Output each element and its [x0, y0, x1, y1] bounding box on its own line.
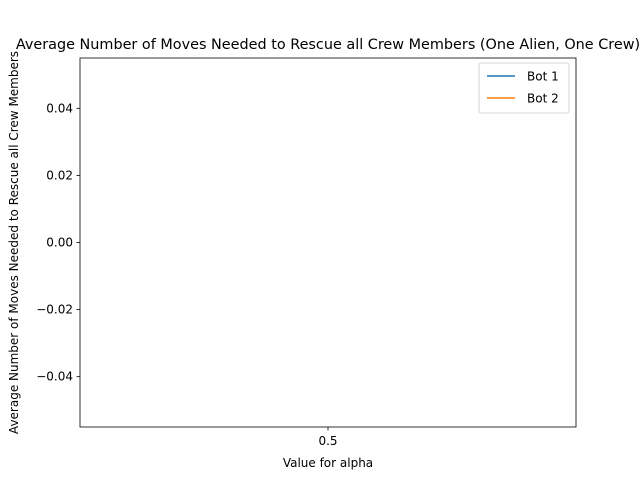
- y-axis-label: Average Number of Moves Needed to Rescue…: [7, 51, 21, 434]
- y-tick-label: 0.00: [46, 236, 73, 250]
- x-axis-label: Value for alpha: [283, 456, 373, 470]
- x-tick-label: 0.5: [318, 434, 337, 448]
- legend: Bot 1 Bot 2: [478, 62, 570, 114]
- plot-area: [79, 57, 577, 428]
- y-tick-label: −0.02: [36, 303, 73, 317]
- legend-label-bot-1: Bot 1: [527, 70, 559, 84]
- y-tick-label: −0.04: [36, 370, 73, 384]
- legend-label-bot-2: Bot 2: [527, 92, 559, 106]
- y-tick-label: 0.04: [46, 101, 73, 115]
- y-axis-ticks: 0.04 0.02 0.00 −0.02 −0.04: [36, 101, 80, 384]
- y-tick-label: 0.02: [46, 168, 73, 182]
- chart-title: Average Number of Moves Needed to Rescue…: [16, 37, 640, 53]
- x-axis-ticks: 0.5: [318, 427, 338, 448]
